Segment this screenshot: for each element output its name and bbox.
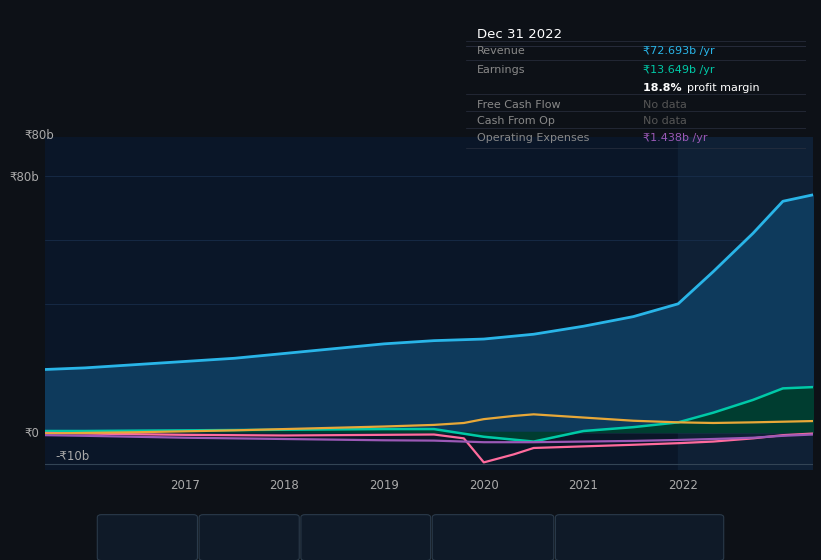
Text: -₹10b: -₹10b: [55, 450, 89, 463]
Bar: [678, 137, 813, 470]
Text: No data: No data: [643, 116, 687, 127]
Text: Operating Expenses: Operating Expenses: [476, 133, 589, 143]
Text: ●: ●: [112, 533, 121, 543]
Text: No data: No data: [643, 100, 687, 110]
Text: ₹13.649b /yr: ₹13.649b /yr: [643, 66, 714, 76]
Text: Earnings: Earnings: [476, 66, 525, 76]
Text: 18.8%: 18.8%: [643, 83, 686, 93]
Text: Cash From Op: Cash From Op: [466, 533, 539, 543]
Text: ●: ●: [570, 533, 579, 543]
Text: Dec 31 2022: Dec 31 2022: [476, 28, 562, 41]
Text: Cash From Op: Cash From Op: [476, 116, 554, 127]
Text: ₹72.693b /yr: ₹72.693b /yr: [643, 46, 715, 56]
Text: Revenue: Revenue: [131, 533, 176, 543]
Text: Earnings: Earnings: [233, 533, 278, 543]
Text: Operating Expenses: Operating Expenses: [589, 533, 695, 543]
Text: profit margin: profit margin: [687, 83, 760, 93]
Text: Free Cash Flow: Free Cash Flow: [476, 100, 560, 110]
Text: ₹1.438b /yr: ₹1.438b /yr: [643, 133, 708, 143]
Text: ₹80b: ₹80b: [25, 129, 54, 142]
Text: ●: ●: [213, 533, 222, 543]
Text: Revenue: Revenue: [476, 46, 525, 56]
Text: Free Cash Flow: Free Cash Flow: [335, 533, 413, 543]
Text: ●: ●: [447, 533, 456, 543]
Text: ●: ●: [315, 533, 324, 543]
